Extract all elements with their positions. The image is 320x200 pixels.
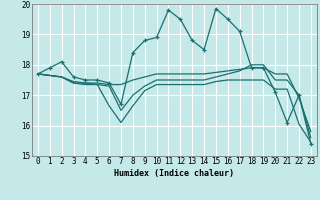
X-axis label: Humidex (Indice chaleur): Humidex (Indice chaleur) bbox=[115, 169, 234, 178]
